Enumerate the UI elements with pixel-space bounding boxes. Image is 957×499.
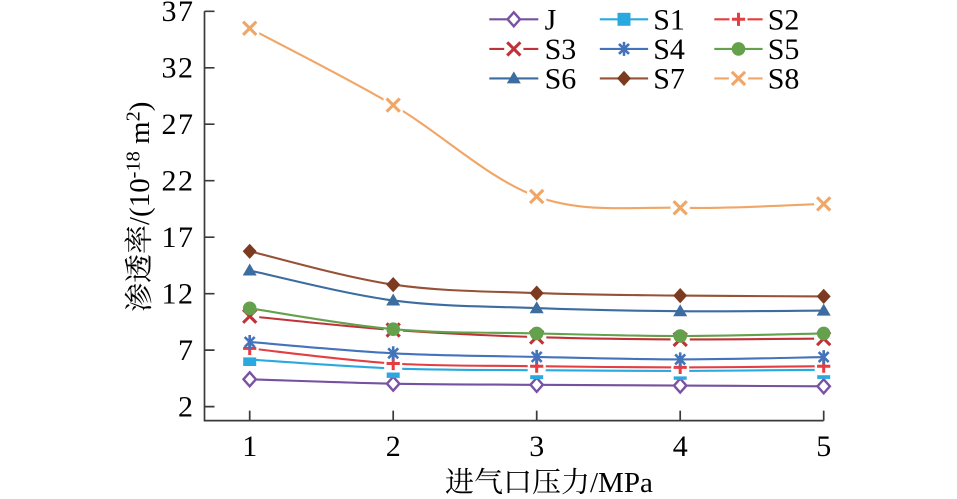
svg-text:12: 12	[162, 277, 195, 310]
svg-text:37: 37	[162, 0, 195, 28]
svg-text:S1: S1	[653, 3, 685, 36]
svg-text:/MPa: /MPa	[590, 467, 653, 499]
svg-text:4: 4	[673, 430, 688, 463]
svg-text:5: 5	[816, 430, 831, 463]
svg-text:S3: S3	[545, 33, 577, 66]
svg-text:S4: S4	[653, 33, 685, 66]
svg-text:27: 27	[162, 108, 195, 141]
svg-text:1: 1	[242, 430, 257, 463]
svg-text:32: 32	[162, 52, 195, 85]
svg-text:S6: S6	[545, 62, 577, 95]
svg-text:2: 2	[123, 111, 145, 121]
svg-text:S8: S8	[768, 62, 800, 95]
svg-text:S7: S7	[653, 62, 685, 95]
svg-text:S2: S2	[768, 3, 800, 36]
svg-text:-18: -18	[123, 151, 145, 178]
svg-text:J: J	[545, 3, 557, 36]
svg-text:S5: S5	[768, 33, 800, 66]
svg-text:3: 3	[529, 430, 544, 463]
svg-text:): )	[124, 102, 156, 112]
svg-text:2: 2	[178, 390, 193, 423]
svg-text:22: 22	[162, 164, 195, 197]
svg-text:2: 2	[386, 430, 401, 463]
svg-text:7: 7	[178, 334, 193, 367]
svg-text:17: 17	[162, 221, 195, 254]
svg-text:/(10: /(10	[124, 178, 156, 225]
svg-text:m: m	[124, 121, 156, 151]
